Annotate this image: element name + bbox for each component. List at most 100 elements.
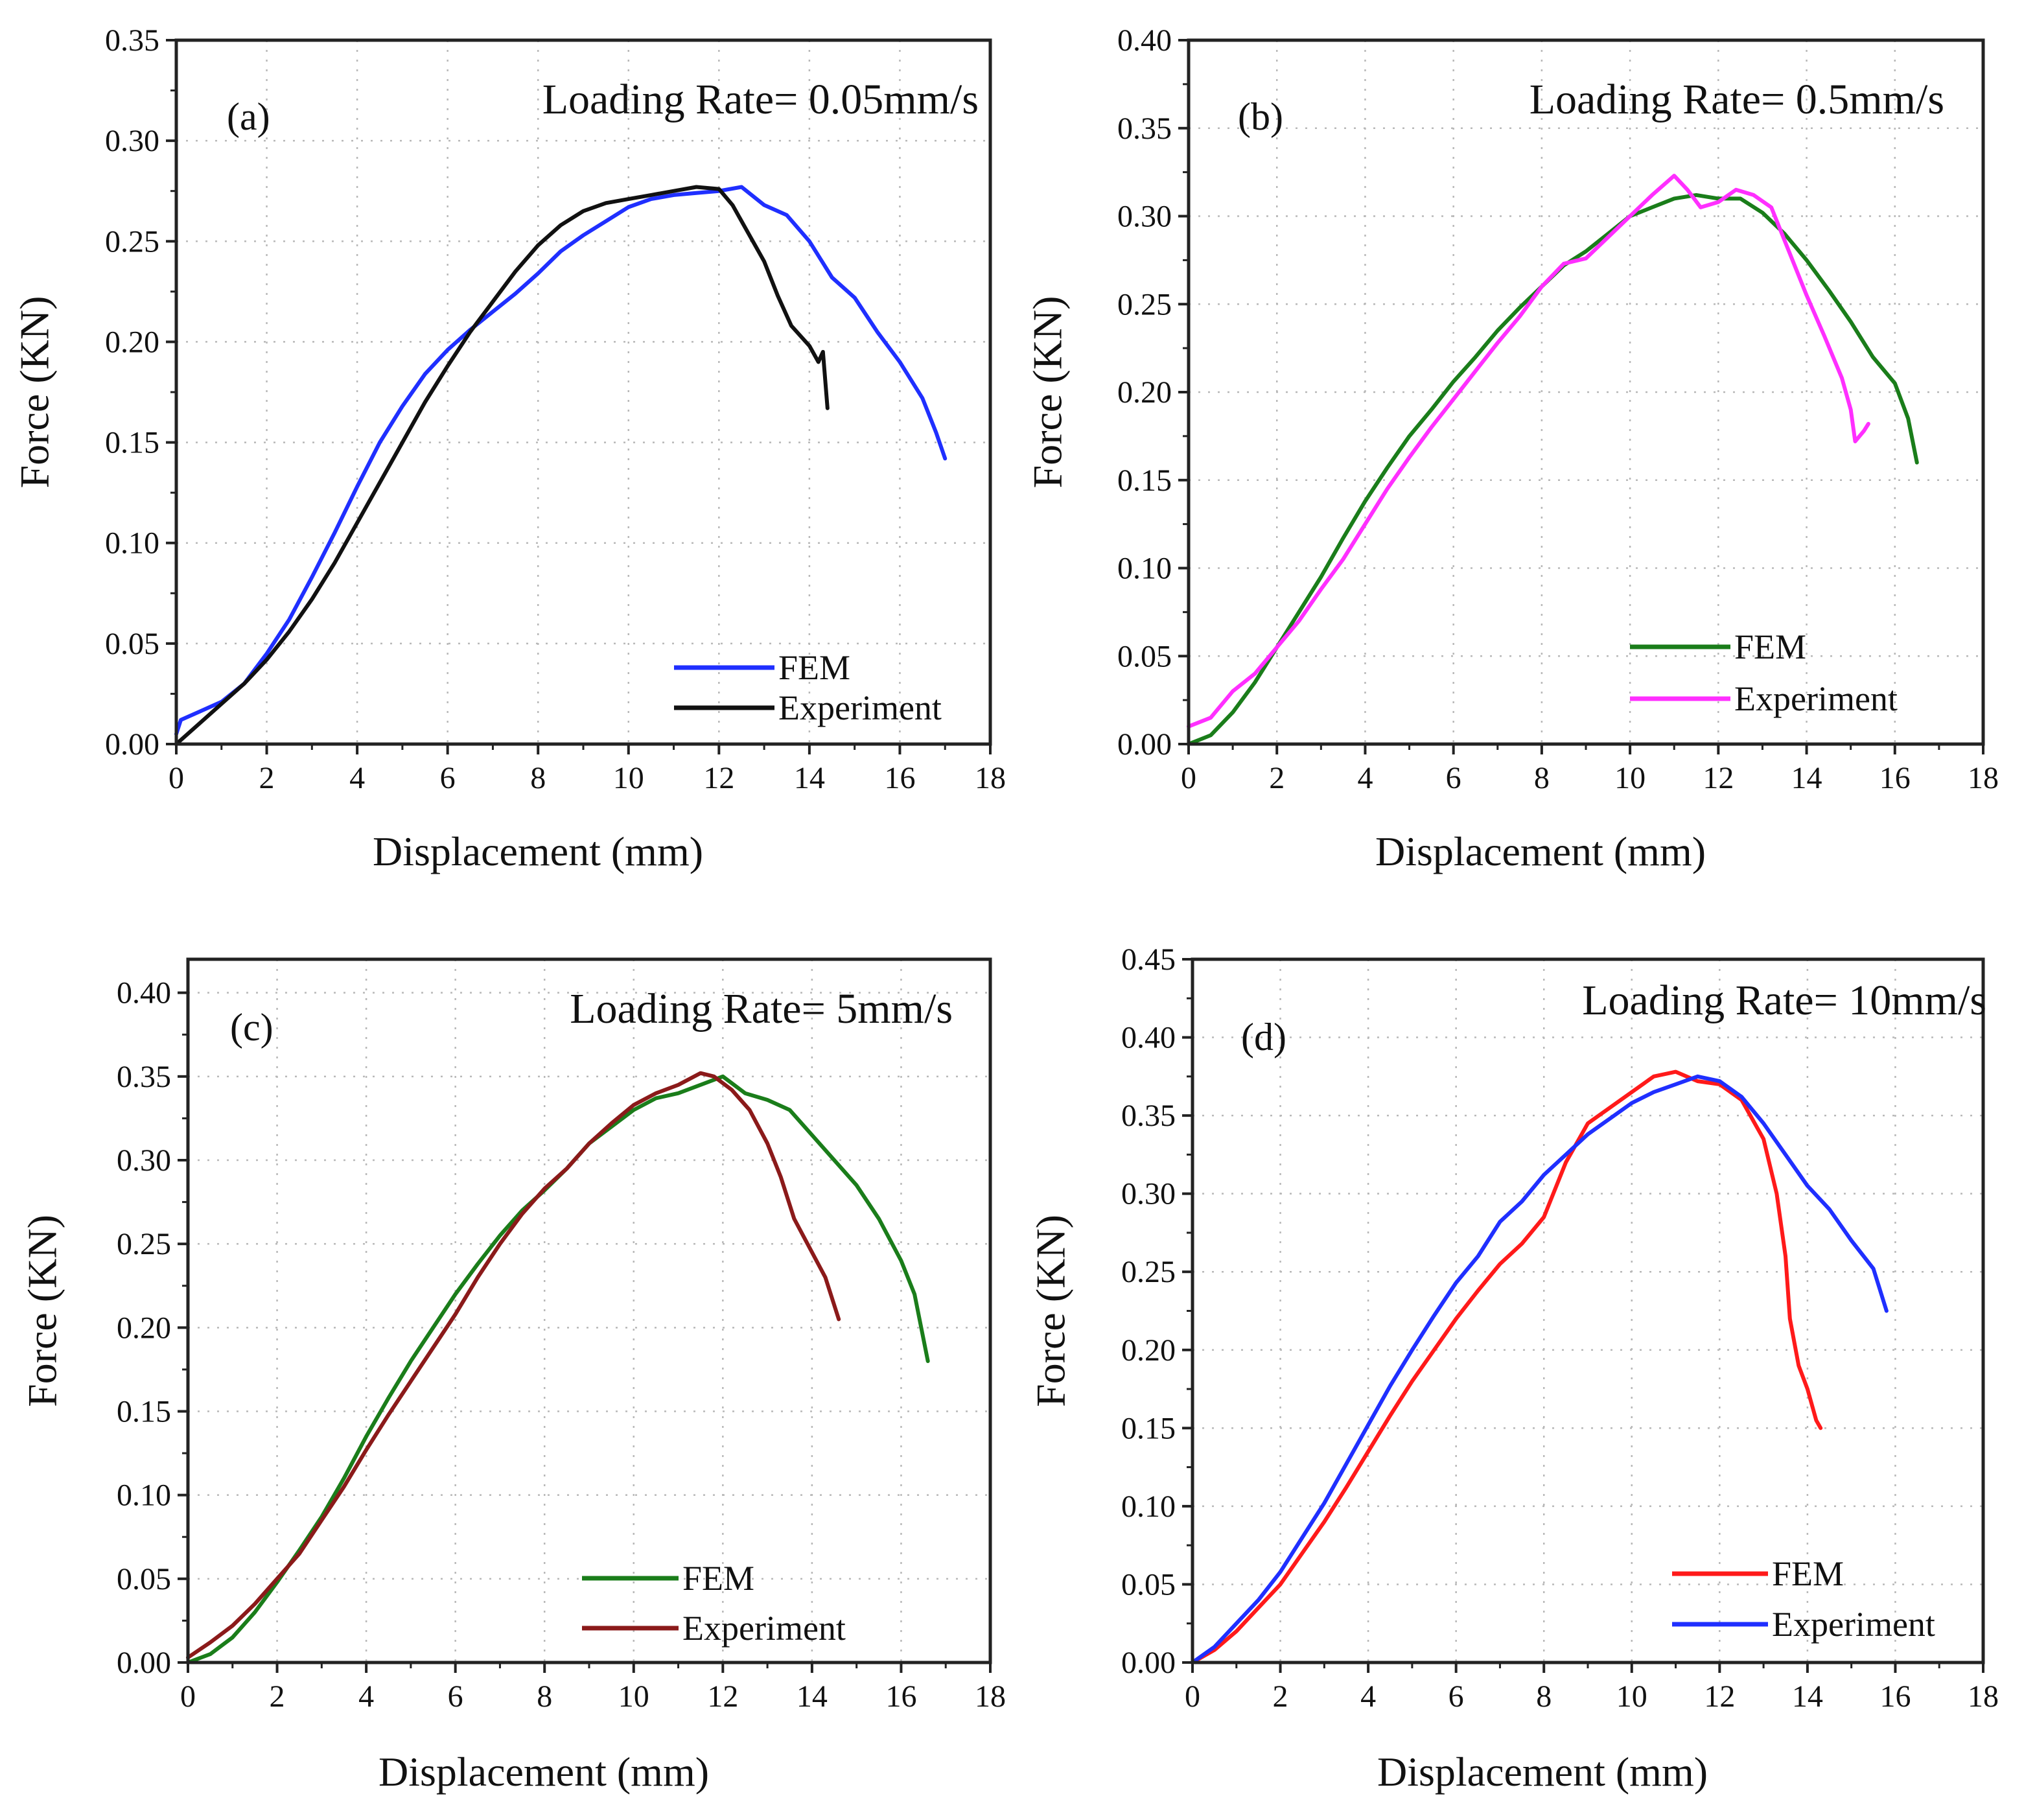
x-tick-label: 16 — [1879, 761, 1911, 795]
y-tick-label: 0.15 — [105, 426, 159, 460]
plot-frame — [186, 957, 992, 1664]
x-tick-label: 8 — [1536, 1679, 1552, 1714]
legend-label: FEM — [1734, 627, 1806, 666]
x-tick-label: 8 — [537, 1679, 552, 1714]
y-tick-label: 0.35 — [117, 1060, 171, 1094]
legend-label: Experiment — [682, 1609, 846, 1648]
panel-label: (a) — [227, 95, 270, 138]
y-axis-title: Force (KN) — [12, 296, 58, 489]
x-tick-label: 0 — [1181, 761, 1196, 795]
x-tick-label: 12 — [1704, 1679, 1735, 1714]
chart-panel: 0 2 4 6 8 10 12 14 16 18 0.00 0.05 0.10 0.15 0.20 0.25 0… — [1025, 23, 1999, 874]
y-tick-label: 0.15 — [1121, 1411, 1176, 1445]
series-line-fem — [174, 185, 948, 736]
x-tick-label: 0 — [1185, 1679, 1200, 1714]
x-tick-label: 4 — [1357, 761, 1373, 795]
plot-frame — [1191, 957, 1985, 1664]
x-tick-label: 2 — [1269, 761, 1285, 795]
y-tick-label: 0.10 — [1121, 1489, 1176, 1524]
y-tick-label: 0.40 — [1121, 1021, 1176, 1055]
x-tick-label: 16 — [1879, 1679, 1911, 1714]
x-tick-label: 10 — [618, 1679, 649, 1714]
legend-label: Experiment — [778, 688, 942, 727]
y-tick-label: 0.20 — [1117, 375, 1172, 410]
x-tick-label: 10 — [1616, 1679, 1647, 1714]
x-tick-label: 18 — [1968, 761, 1999, 795]
x-tick-label: 0 — [180, 1679, 196, 1714]
chart-panel: 0 2 4 6 8 10 12 14 16 18 0.00 0.05 0.10 0.15 0.20 0.25 0… — [19, 957, 1006, 1795]
x-tick-label: 4 — [349, 761, 365, 795]
series-line-experiment — [186, 1071, 841, 1660]
y-tick-label: 0.15 — [117, 1395, 171, 1429]
x-tick-label: 10 — [1614, 761, 1646, 795]
x-tick-label: 2 — [270, 1679, 285, 1714]
x-tick-label: 14 — [794, 761, 825, 795]
series-line-fem — [186, 1074, 930, 1664]
y-tick-label: 0.10 — [117, 1478, 171, 1513]
x-tick-label: 8 — [530, 761, 546, 795]
y-tick-label: 0.40 — [1117, 23, 1172, 58]
legend-label: FEM — [682, 1559, 754, 1598]
legend-label: FEM — [778, 648, 850, 687]
x-tick-label: 12 — [1703, 761, 1734, 795]
y-tick-label: 0.30 — [1117, 200, 1172, 234]
y-tick-label: 0.05 — [1121, 1567, 1176, 1602]
x-tick-label: 4 — [358, 1679, 374, 1714]
x-tick-label: 4 — [1360, 1679, 1376, 1714]
chart-title: Loading Rate= 5mm/s — [570, 985, 953, 1032]
x-tick-label: 6 — [440, 761, 456, 795]
legend-label: Experiment — [1734, 679, 1898, 718]
y-tick-label: 0.25 — [1117, 287, 1172, 321]
chart-panel: 0 2 4 6 8 10 12 14 16 18 0.00 0.05 0.10 0.15 0.20 0.25 0… — [1028, 942, 1999, 1795]
plot-frame — [174, 38, 992, 746]
x-axis-title: Displacement (mm) — [1377, 1749, 1708, 1795]
y-axis-title: Force (KN) — [1028, 1215, 1074, 1407]
x-tick-label: 2 — [1273, 1679, 1288, 1714]
y-axis-title: Force (KN) — [19, 1215, 65, 1407]
y-tick-label: 0.20 — [105, 325, 159, 359]
y-tick-label: 0.20 — [117, 1311, 171, 1345]
x-tick-label: 14 — [797, 1679, 828, 1714]
x-tick-label: 6 — [1448, 1679, 1464, 1714]
x-tick-label: 14 — [1791, 761, 1822, 795]
x-axis-title: Displacement (mm) — [1375, 828, 1706, 874]
y-tick-label: 0.20 — [1121, 1333, 1176, 1368]
x-axis-title: Displacement (mm) — [378, 1749, 709, 1795]
y-tick-label: 0.00 — [105, 727, 159, 762]
y-tick-label: 0.10 — [1117, 552, 1172, 586]
y-tick-label: 0.30 — [105, 124, 159, 158]
series-line-fem — [1191, 1069, 1823, 1664]
y-tick-label: 0.25 — [1121, 1255, 1176, 1289]
panel-label: (c) — [230, 1006, 273, 1049]
y-tick-label: 0.00 — [117, 1646, 171, 1680]
y-tick-label: 0.35 — [105, 23, 159, 58]
x-tick-label: 12 — [703, 761, 734, 795]
y-axis-title: Force (KN) — [1025, 296, 1071, 489]
x-axis-title: Displacement (mm) — [373, 828, 703, 874]
x-tick-label: 14 — [1792, 1679, 1823, 1714]
chart-panel: 0 2 4 6 8 10 12 14 16 18 0.00 0.05 0.10 0.15 0.20 0.25 0… — [12, 23, 1006, 874]
x-tick-label: 12 — [707, 1679, 738, 1714]
legend-label: FEM — [1772, 1554, 1844, 1593]
y-tick-label: 0.25 — [105, 224, 159, 259]
x-tick-label: 6 — [1446, 761, 1461, 795]
x-tick-label: 8 — [1534, 761, 1550, 795]
chart-title: Loading Rate= 0.05mm/s — [542, 76, 979, 123]
panel-label: (b) — [1238, 95, 1283, 138]
y-tick-label: 0.15 — [1117, 463, 1172, 498]
series-line-experiment — [1187, 174, 1870, 729]
y-tick-label: 0.00 — [1121, 1646, 1176, 1680]
y-tick-label: 0.35 — [1117, 111, 1172, 146]
x-tick-label: 18 — [1968, 1679, 1999, 1714]
y-tick-label: 0.05 — [105, 627, 159, 661]
series-line-experiment — [1191, 1074, 1889, 1664]
x-tick-label: 18 — [975, 1679, 1006, 1714]
chart-title: Loading Rate= 10mm/s — [1582, 977, 1986, 1024]
y-tick-label: 0.45 — [1121, 942, 1176, 977]
y-tick-label: 0.40 — [117, 976, 171, 1010]
y-tick-label: 0.35 — [1121, 1099, 1176, 1133]
x-tick-label: 10 — [613, 761, 644, 795]
y-tick-label: 0.30 — [117, 1143, 171, 1178]
y-tick-label: 0.00 — [1117, 727, 1172, 762]
